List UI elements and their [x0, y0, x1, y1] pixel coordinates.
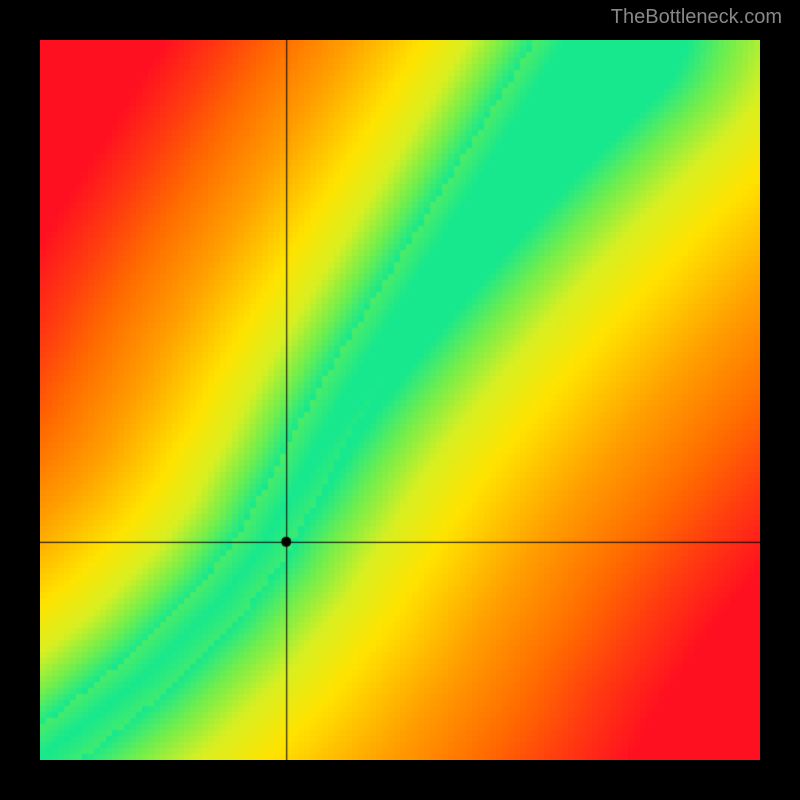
heatmap-plot — [40, 40, 760, 760]
watermark-text: TheBottleneck.com — [611, 6, 782, 29]
heatmap-canvas — [40, 40, 760, 760]
